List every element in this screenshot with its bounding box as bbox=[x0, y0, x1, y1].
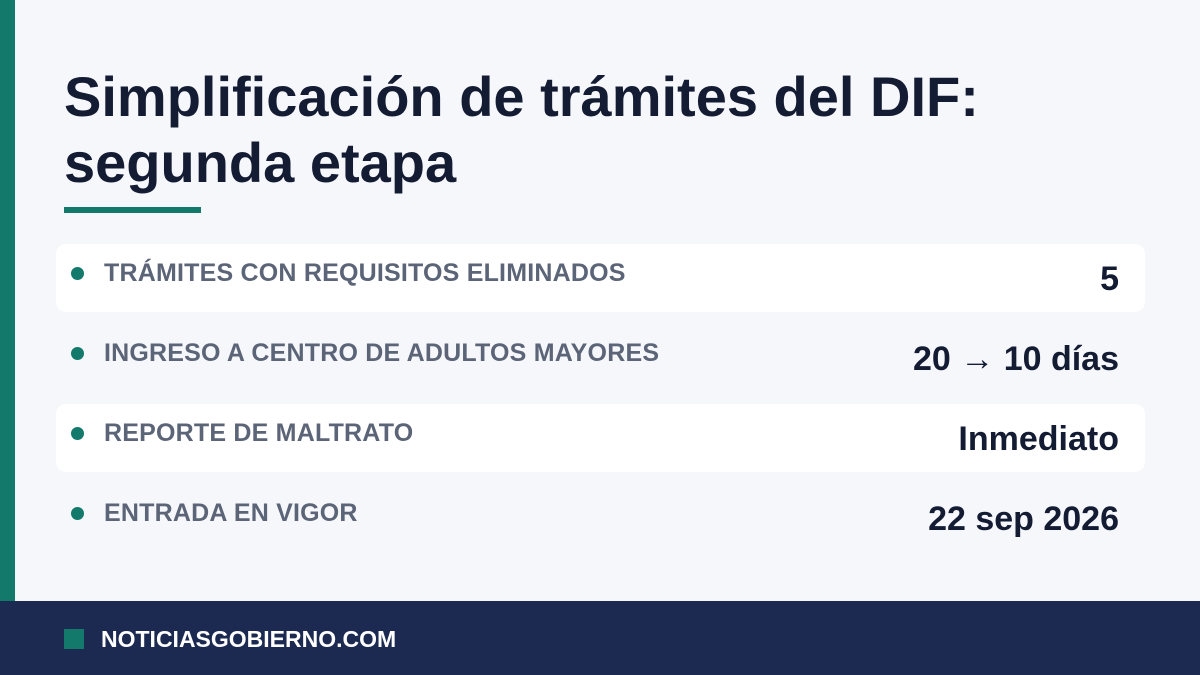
title-underline bbox=[64, 207, 201, 213]
fact-row-effective-date: ENTRADA EN VIGOR 22 sep 2026 bbox=[56, 484, 1145, 552]
bullet-dot-icon bbox=[71, 347, 84, 360]
footer-brand: NOTICIASGOBIERNO.COM bbox=[101, 626, 397, 652]
brand-square-icon bbox=[64, 629, 84, 649]
left-accent-bar bbox=[0, 0, 15, 601]
fact-value: 22 sep 2026 bbox=[928, 500, 1119, 538]
bullet-dot-icon bbox=[71, 267, 84, 280]
fact-label: ENTRADA EN VIGOR bbox=[104, 499, 358, 527]
fact-value: 20 → 10 días bbox=[912, 340, 1119, 378]
fact-value: 5 bbox=[1100, 260, 1119, 298]
facts-list: TRÁMITES CON REQUISITOS ELIMINADOS 5 ING… bbox=[56, 244, 1145, 564]
page-title: Simplificación de trámites del DIF: segu… bbox=[64, 65, 979, 194]
fact-label: REPORTE DE MALTRATO bbox=[104, 419, 414, 447]
fact-label: INGRESO A CENTRO DE ADULTOS MAYORES bbox=[104, 339, 660, 367]
fact-row-elderly-center: INGRESO A CENTRO DE ADULTOS MAYORES 20 →… bbox=[56, 324, 1145, 392]
bullet-dot-icon bbox=[71, 427, 84, 440]
fact-value: Inmediato bbox=[958, 420, 1119, 458]
fact-row-requirements: TRÁMITES CON REQUISITOS ELIMINADOS 5 bbox=[56, 244, 1145, 312]
fact-label: TRÁMITES CON REQUISITOS ELIMINADOS bbox=[104, 259, 626, 287]
footer-bar: NOTICIASGOBIERNO.COM bbox=[0, 601, 1200, 675]
bullet-dot-icon bbox=[71, 507, 84, 520]
fact-row-abuse-report: REPORTE DE MALTRATO Inmediato bbox=[56, 404, 1145, 472]
